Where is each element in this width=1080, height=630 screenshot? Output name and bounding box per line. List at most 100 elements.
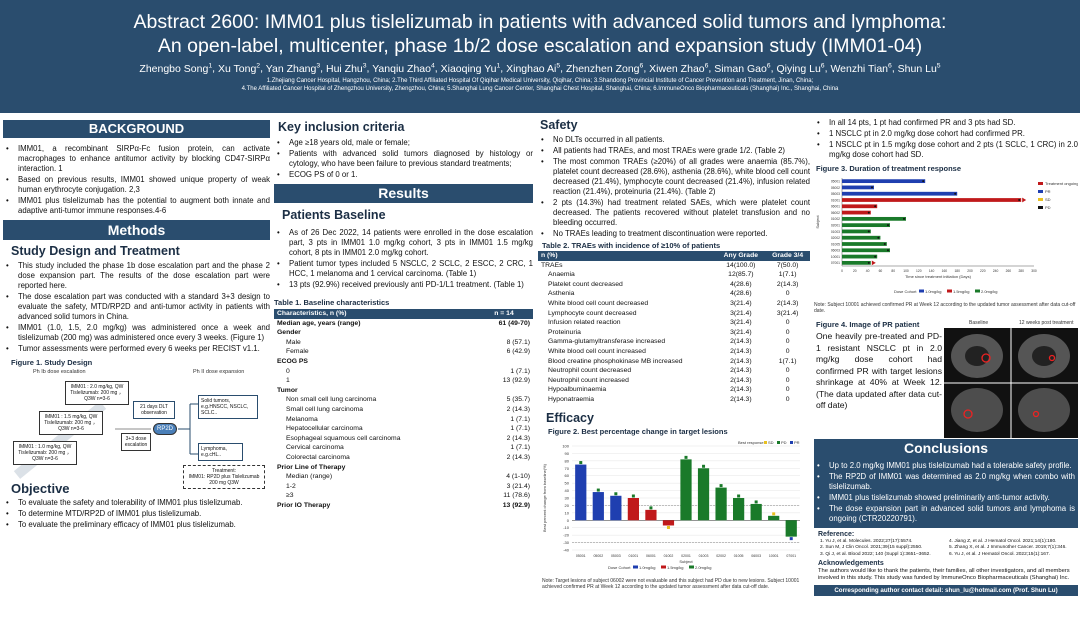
x-tick-label: 40: [866, 269, 870, 273]
conclusion-item: The dose expansion part in advanced soli…: [814, 504, 1075, 524]
author: Yan Zhang3: [265, 62, 321, 75]
objective-item: To evaluate the safety and tolerability …: [3, 498, 270, 508]
results-item: 13 pts (92.9%) received previously anti …: [274, 280, 533, 290]
baseline-heading: Patients Baseline: [282, 208, 386, 222]
duration-bar: [842, 235, 881, 240]
pd-marker: [922, 180, 925, 183]
methods-item: Tumor assessments were performed every 6…: [3, 344, 270, 354]
x-tick-label: 80: [891, 269, 895, 273]
author-list: Zhengbo Song1, Xu Tong2, Yan Zhang3, Hui…: [139, 62, 941, 75]
x-tick-label: 0: [841, 269, 843, 273]
figure2-note: Note: Target lesions of subject 06002 we…: [542, 577, 800, 590]
legend-label: 1.5mg/kg: [953, 289, 969, 294]
y-tick-label: 90: [565, 450, 570, 455]
safety-item: No DLTs occurred in all patients.: [538, 135, 810, 145]
y-tick-label: 01002: [831, 217, 840, 221]
reference-heading: Reference:: [818, 531, 855, 538]
results-header: Results: [274, 184, 533, 203]
pd-marker: [867, 261, 870, 264]
table-row: Prior Line of Therapy: [277, 463, 346, 471]
conclusions-header: Conclusions: [814, 439, 1078, 458]
methods-item: The dose escalation part was conducted w…: [3, 292, 270, 322]
background-item: IMM01, a recombinant SIRPα-Fc fusion pro…: [3, 144, 270, 174]
legend-title: Dose Cohort: [608, 565, 631, 570]
y-tick-label: 30: [565, 495, 570, 500]
waterfall-bar: [680, 458, 692, 520]
author: Wenzhi Tian6: [830, 62, 892, 75]
legend-title: Dose Cohort: [894, 289, 917, 294]
y-tick-label: 06001: [831, 205, 840, 209]
duration-bar: [842, 198, 1022, 202]
table-row: Hepatocellular carcinoma 1 (7.1): [286, 425, 530, 433]
response-marker: [684, 455, 688, 459]
safety-item: All patients had TRAEs, and most TRAEs w…: [538, 146, 810, 156]
duration-bar: [842, 260, 871, 265]
conclusion-item: Up to 2.0 mg/kg IMM01 plus tislelizumab …: [814, 461, 1075, 471]
poster-title: Abstract 2600: IMM01 plus tislelizumab i…: [133, 11, 947, 57]
x-tick-label: 20: [853, 269, 857, 273]
legend-label: PR: [1045, 189, 1051, 194]
x-axis-label: Subject: [679, 559, 693, 564]
methods-list: This study included the phase 1b dose es…: [3, 261, 270, 354]
background-list: IMM01, a recombinant SIRPα-Fc fusion pro…: [3, 144, 270, 216]
y-tick-label: 100: [562, 443, 569, 448]
inclusion-list: Age ≥18 years old, male or female;Patien…: [274, 138, 533, 180]
table-row: ≥3 11 (78.6): [286, 492, 530, 500]
methods-header: Methods: [3, 220, 270, 240]
contact-bar: Corresponding author contact detail: shu…: [814, 584, 1078, 596]
y-axis-label: Best percent change from baseline(%): [542, 463, 547, 532]
dlt-box: 21 days DLT observation: [133, 401, 175, 419]
table-row: Blood creatine phosphokinase MB increase…: [548, 357, 797, 365]
author: Xiaoqing Yu1: [440, 62, 501, 75]
table-row: Platelet count decreased 4(28.6) 2(14.3): [548, 280, 799, 288]
response-marker: [719, 483, 723, 487]
table-row: Asthenia 4(28.6) 0: [548, 290, 790, 298]
column-4: In all 14 pts, 1 pt had confirmed PR and…: [814, 117, 1078, 627]
legend-label: 1.0mg/kg: [925, 289, 941, 294]
response-marker: [579, 460, 583, 464]
response-summary-list: In all 14 pts, 1 pt had confirmed PR and…: [814, 118, 1078, 160]
pd-marker: [874, 205, 877, 208]
inclusion-heading: Key inclusion criteria: [278, 120, 405, 134]
table-row: Esophageal squamous cell carcinoma 2 (14.…: [286, 434, 530, 442]
table-row: Gender: [277, 329, 301, 337]
legend-swatch: [790, 440, 793, 444]
column-1: BACKGROUND IMM01, a recombinant SIRPα-Fc…: [3, 117, 270, 627]
duration-bar: [842, 229, 871, 234]
x-tick-label: 180: [954, 269, 960, 273]
y-tick-label: 20: [565, 502, 570, 507]
waterfall-bar: [610, 495, 622, 520]
table-row: White blood cell count increased 2(14.3) 0: [548, 347, 790, 355]
pd-marker: [887, 224, 889, 227]
table-row: White blood cell count decreased 3(21.4) 2…: [548, 299, 799, 307]
legend-label: PD: [781, 440, 787, 445]
figure4-title: Figure 4. Image of PR patient: [816, 320, 920, 329]
figure1-title: Figure 1. Study Design: [11, 358, 93, 367]
references-list: 1. Yu J, et al. Molecules. 2022;27(17):5…: [814, 539, 1078, 558]
results-item: Patient tumor types included 5 NSCLC, 2 …: [274, 259, 533, 279]
x-tick-label: 07001: [786, 554, 796, 558]
pd-marker: [903, 217, 905, 220]
y-tick-label: 01003: [831, 230, 840, 234]
poster-header: Abstract 2600: IMM01 plus tislelizumab i…: [0, 0, 1080, 113]
reference-item: 3. Qi J, et al. Blood 2022; 140 (Suppl 1…: [820, 551, 931, 557]
reference-item: 6. Yu J, et al. J Hematol Oncol. 2022;15…: [949, 551, 1050, 557]
reference-item: 1. Yu J, et al. Molecules. 2022;27(17):5…: [820, 539, 913, 544]
duration-bar: [842, 242, 887, 246]
objective-item: To determine MTD/RP2D of IMM01 plus tisl…: [3, 509, 270, 519]
response-marker: [666, 525, 670, 529]
legend-label: 1.5mg/kg: [667, 565, 683, 570]
x-tick-label: 06003: [751, 554, 761, 558]
duration-bar: [842, 191, 958, 196]
response-marker: [789, 536, 793, 540]
cohort-1mg-box: IMM01 : 1.0 mg/kg, QW Tislelizumab: 200 …: [13, 441, 77, 465]
x-tick-label: 300: [1031, 269, 1037, 273]
ct-scan-images: [944, 328, 1078, 438]
y-tick-label: 06002: [831, 211, 840, 215]
response-marker: [772, 511, 776, 515]
pd-marker: [877, 236, 880, 239]
phase2-label: Ph II dose expansion: [193, 369, 245, 375]
response-marker: [754, 499, 758, 503]
swimmer-plot: Subject050010500205003010010600106002010…: [815, 178, 1078, 294]
